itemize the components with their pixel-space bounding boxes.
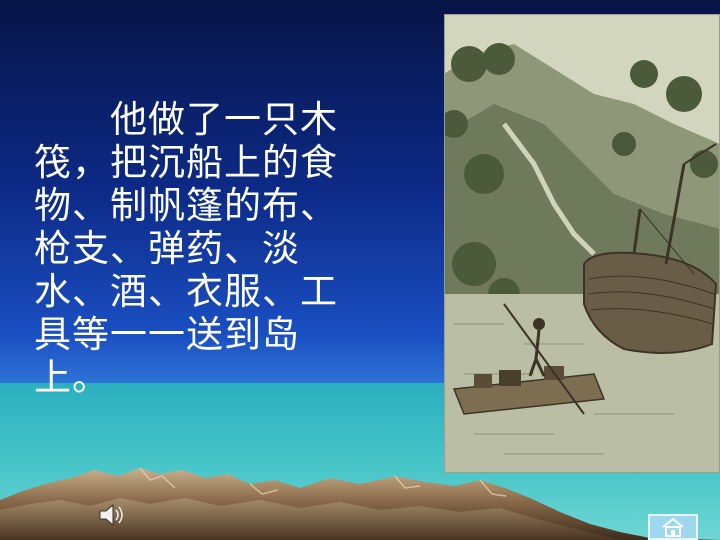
body-line: 物、制帆篷的布、 (34, 184, 338, 227)
shipwreck-illustration (444, 14, 720, 473)
home-icon (662, 517, 684, 537)
body-line: 筏，把沉船上的食 (34, 141, 338, 184)
body-line: 具等一一送到岛 (34, 313, 300, 356)
speaker-icon[interactable] (97, 502, 125, 528)
body-line: 枪支、弹药、淡 (34, 227, 300, 270)
body-line: 水、酒、衣服、工 (34, 270, 338, 313)
body-line: 他做了一只木 (34, 98, 338, 141)
body-line: 上。 (34, 356, 110, 399)
body-text: 他做了一只木 筏，把沉船上的食 物、制帆篷的布、 枪支、弹药、淡 水、酒、衣服、… (34, 98, 434, 399)
home-button[interactable] (648, 514, 698, 540)
